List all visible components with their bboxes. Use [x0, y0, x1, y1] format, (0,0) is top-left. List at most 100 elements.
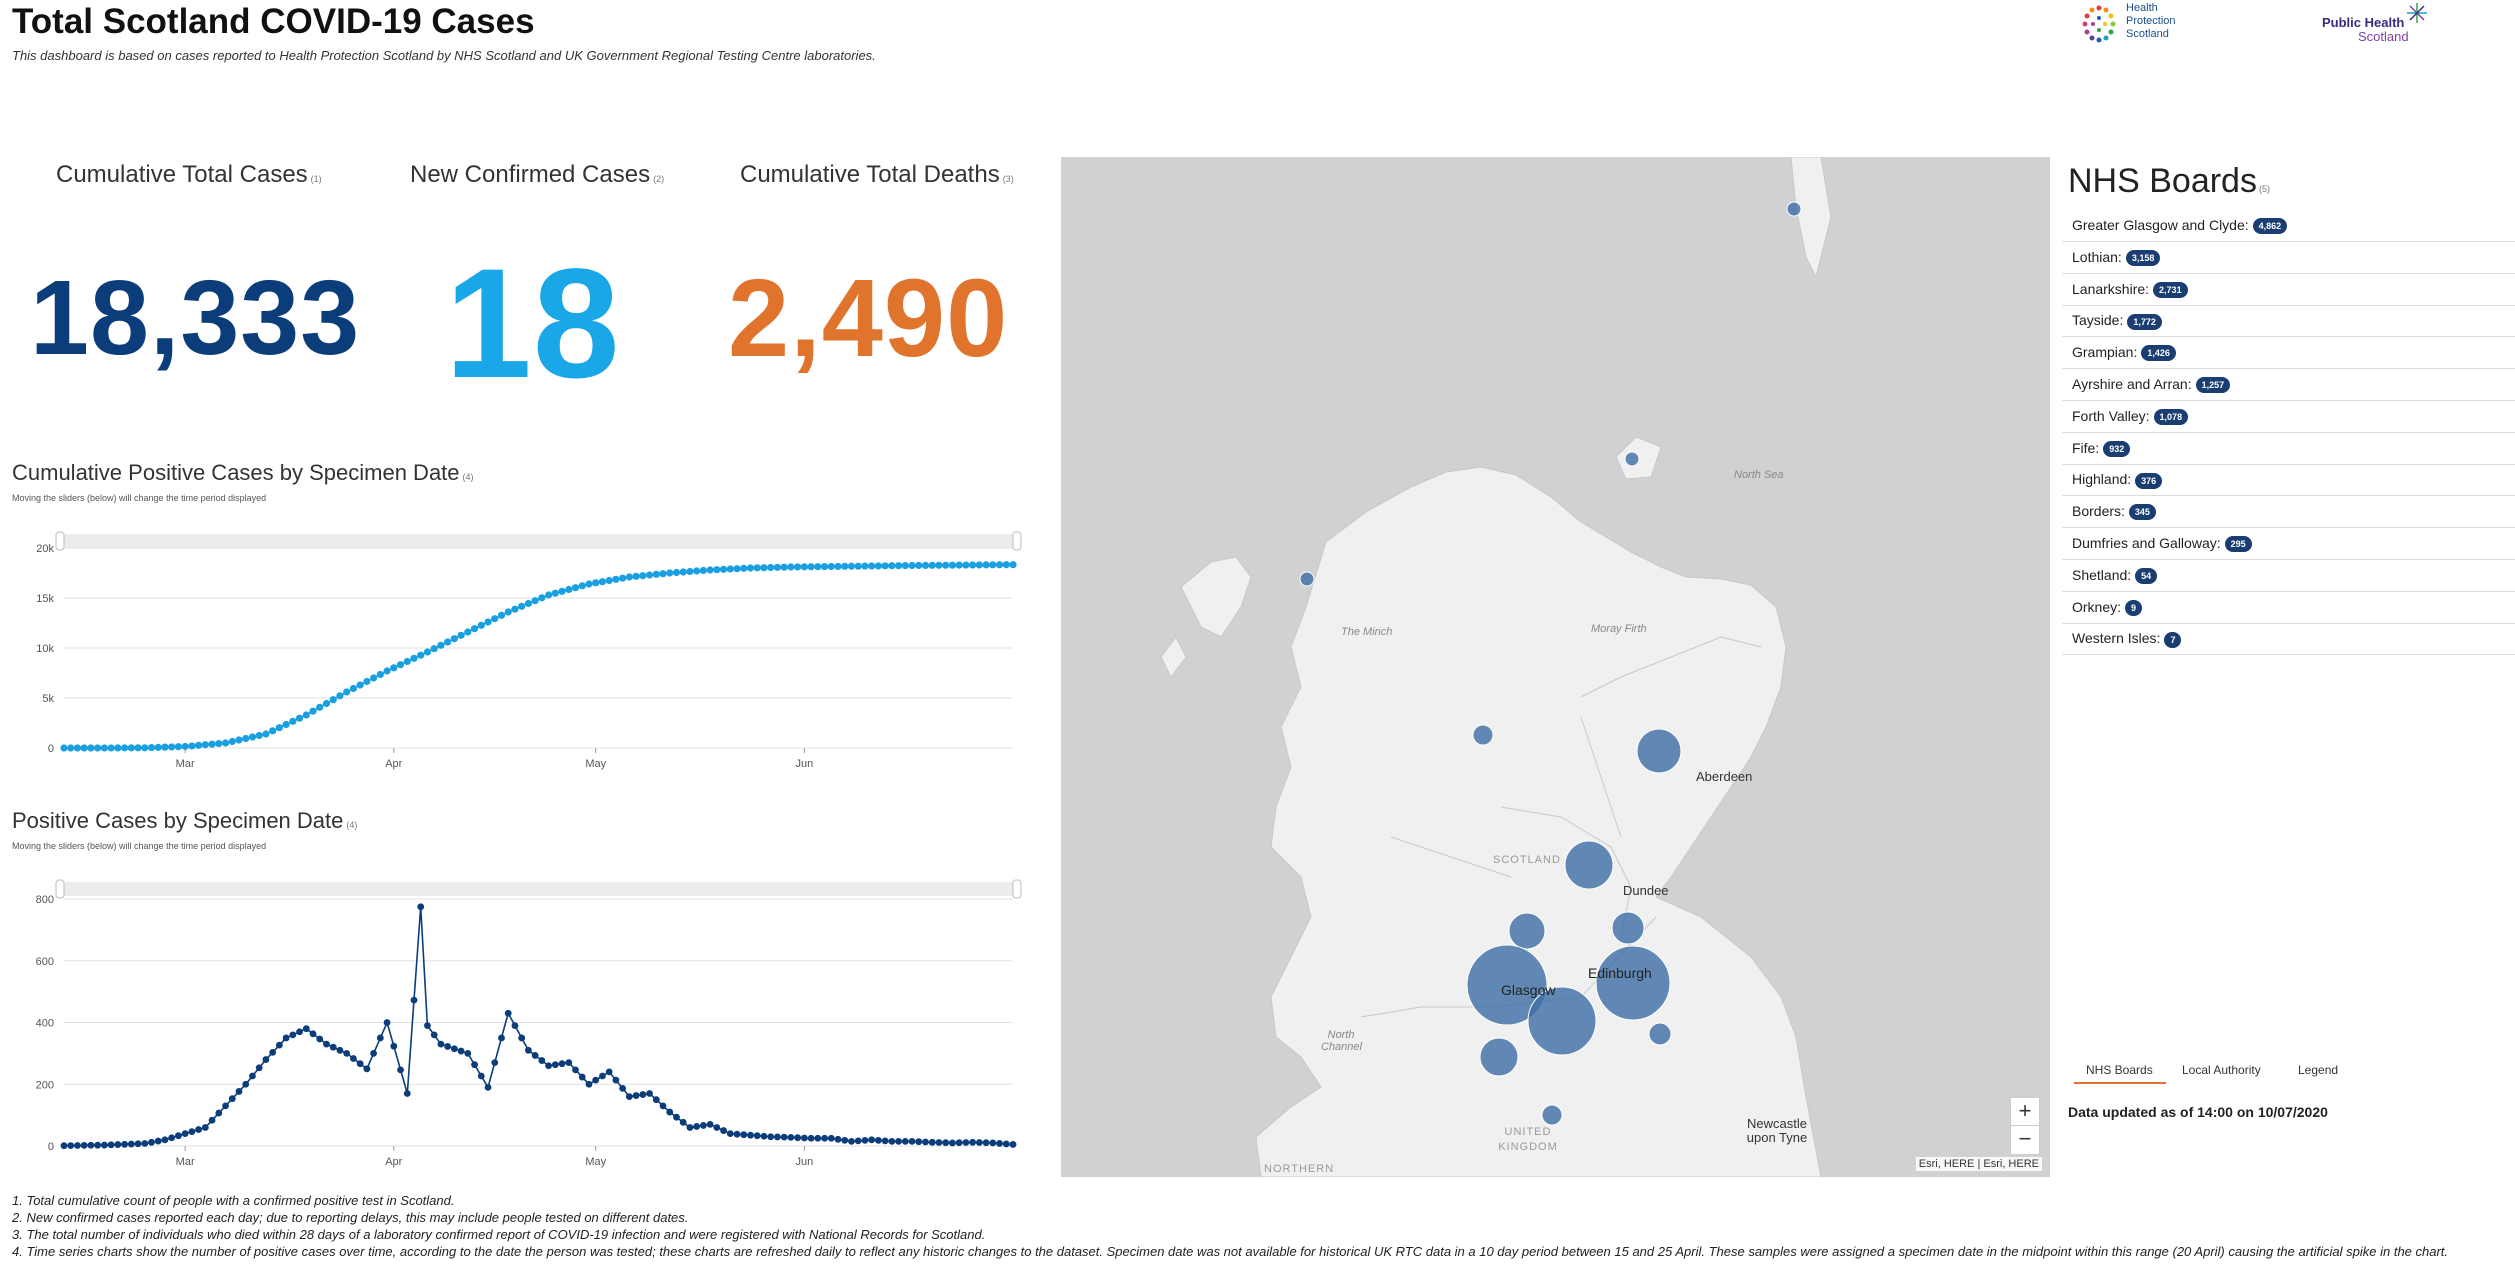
- data-point[interactable]: [881, 562, 889, 570]
- data-point[interactable]: [800, 1134, 808, 1142]
- data-point[interactable]: [720, 1127, 727, 1134]
- data-point[interactable]: [949, 1139, 956, 1147]
- data-point[interactable]: [228, 737, 236, 746]
- data-point[interactable]: [807, 1134, 815, 1142]
- data-point[interactable]: [740, 564, 748, 572]
- data-point[interactable]: [760, 1132, 768, 1140]
- data-point[interactable]: [248, 733, 257, 741]
- hps-logo[interactable]: Health Protection Scotland: [2080, 2, 2200, 50]
- data-point[interactable]: [821, 1134, 828, 1142]
- data-point[interactable]: [841, 1136, 849, 1144]
- data-point[interactable]: [235, 1088, 243, 1095]
- data-point[interactable]: [901, 561, 909, 570]
- data-point[interactable]: [424, 1022, 431, 1029]
- data-point[interactable]: [558, 1060, 566, 1068]
- data-point[interactable]: [719, 565, 728, 573]
- data-point[interactable]: [915, 561, 923, 570]
- data-point[interactable]: [625, 573, 633, 581]
- data-point[interactable]: [955, 1139, 963, 1147]
- data-point[interactable]: [80, 744, 88, 752]
- data-point[interactable]: [484, 618, 492, 626]
- data-point[interactable]: [450, 635, 458, 643]
- data-point[interactable]: [699, 1122, 707, 1129]
- data-point[interactable]: [363, 677, 371, 686]
- data-point[interactable]: [295, 714, 304, 722]
- data-point[interactable]: [787, 563, 795, 571]
- data-point[interactable]: [740, 1131, 748, 1139]
- data-point[interactable]: [309, 1030, 317, 1038]
- data-point[interactable]: [639, 1091, 647, 1098]
- data-point[interactable]: [215, 739, 223, 748]
- data-point[interactable]: [975, 1139, 983, 1146]
- data-point[interactable]: [820, 562, 829, 571]
- data-point[interactable]: [316, 703, 324, 711]
- data-point[interactable]: [942, 1139, 950, 1147]
- data-point[interactable]: [322, 699, 331, 708]
- data-point[interactable]: [444, 638, 452, 646]
- data-point[interactable]: [787, 1133, 795, 1141]
- data-point[interactable]: [302, 1025, 310, 1033]
- data-point[interactable]: [323, 1040, 330, 1048]
- data-point[interactable]: [450, 1045, 458, 1053]
- data-point[interactable]: [673, 1113, 680, 1121]
- data-point[interactable]: [343, 1049, 351, 1057]
- board-row[interactable]: Tayside: 1,772: [2062, 305, 2515, 338]
- data-point[interactable]: [841, 562, 849, 570]
- data-point[interactable]: [652, 570, 660, 578]
- map-attribution[interactable]: Esri, HERE | Esri, HERE: [1915, 1157, 2042, 1171]
- data-point[interactable]: [706, 1120, 714, 1128]
- data-point[interactable]: [195, 741, 203, 749]
- data-point[interactable]: [289, 717, 297, 725]
- data-point[interactable]: [679, 1118, 687, 1126]
- time-slider-track[interactable]: [58, 534, 1019, 548]
- data-point[interactable]: [141, 744, 149, 752]
- board-row[interactable]: Lanarkshire: 2,731: [2062, 274, 2515, 306]
- data-point[interactable]: [848, 1137, 855, 1145]
- data-point[interactable]: [141, 1140, 149, 1147]
- data-point[interactable]: [370, 674, 378, 682]
- data-point[interactable]: [794, 563, 802, 571]
- data-point[interactable]: [168, 743, 176, 751]
- data-point[interactable]: [201, 1124, 209, 1131]
- data-point[interactable]: [599, 1072, 606, 1080]
- data-point[interactable]: [87, 744, 95, 752]
- data-point[interactable]: [592, 579, 600, 587]
- data-point[interactable]: [686, 567, 694, 576]
- data-point[interactable]: [894, 562, 903, 570]
- data-point[interactable]: [383, 667, 391, 675]
- data-point[interactable]: [309, 707, 317, 715]
- data-point[interactable]: [874, 1136, 882, 1144]
- data-point[interactable]: [464, 1049, 472, 1057]
- data-point[interactable]: [571, 584, 580, 592]
- data-point[interactable]: [114, 1141, 122, 1148]
- data-point[interactable]: [827, 562, 835, 571]
- data-point[interactable]: [87, 1141, 95, 1149]
- data-point[interactable]: [356, 681, 364, 689]
- data-point[interactable]: [336, 692, 344, 700]
- data-point[interactable]: [100, 1141, 108, 1149]
- data-point[interactable]: [652, 1096, 660, 1104]
- data-point[interactable]: [733, 565, 741, 573]
- data-point[interactable]: [60, 744, 68, 752]
- data-point[interactable]: [834, 562, 842, 571]
- data-point[interactable]: [504, 608, 512, 616]
- data-point[interactable]: [861, 562, 869, 570]
- time-slider-handle-start[interactable]: [55, 879, 65, 899]
- data-point[interactable]: [888, 562, 896, 570]
- data-point[interactable]: [73, 744, 82, 752]
- cumulative-cases-chart[interactable]: 0 5k 10k 15k 20k Mar Apr May Jun: [0, 528, 1030, 780]
- data-point[interactable]: [511, 605, 519, 613]
- data-point[interactable]: [336, 1046, 344, 1054]
- data-point[interactable]: [989, 561, 997, 569]
- data-point[interactable]: [713, 1124, 721, 1131]
- data-point[interactable]: [592, 1076, 600, 1084]
- data-point[interactable]: [619, 1084, 627, 1092]
- data-point[interactable]: [544, 591, 553, 599]
- data-point[interactable]: [612, 575, 620, 583]
- board-row[interactable]: Highland: 376: [2062, 464, 2515, 497]
- data-point[interactable]: [262, 1056, 270, 1063]
- data-point[interactable]: [201, 741, 209, 749]
- data-point[interactable]: [854, 1137, 862, 1145]
- data-point[interactable]: [794, 1134, 802, 1142]
- data-point[interactable]: [726, 1130, 734, 1138]
